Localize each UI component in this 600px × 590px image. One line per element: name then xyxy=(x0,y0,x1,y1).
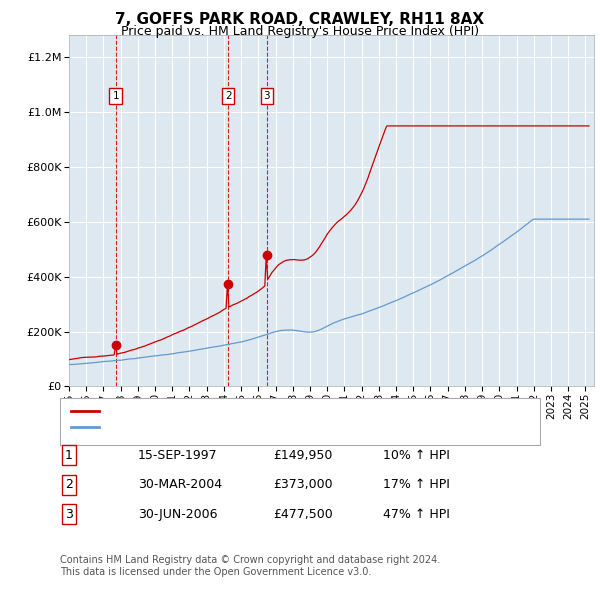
Text: 10% ↑ HPI: 10% ↑ HPI xyxy=(383,449,449,462)
Text: 3: 3 xyxy=(263,91,270,101)
Text: £149,950: £149,950 xyxy=(273,449,332,462)
Text: HPI: Average price, detached house, Crawley: HPI: Average price, detached house, Craw… xyxy=(105,422,356,431)
Text: 30-MAR-2004: 30-MAR-2004 xyxy=(138,478,222,491)
Text: £373,000: £373,000 xyxy=(273,478,332,491)
Text: 30-JUN-2006: 30-JUN-2006 xyxy=(138,508,218,521)
Text: Contains HM Land Registry data © Crown copyright and database right 2024.
This d: Contains HM Land Registry data © Crown c… xyxy=(60,555,440,577)
Text: 7, GOFFS PARK ROAD, CRAWLEY, RH11 8AX (detached house): 7, GOFFS PARK ROAD, CRAWLEY, RH11 8AX (d… xyxy=(105,407,449,416)
Text: 1: 1 xyxy=(112,91,119,101)
Text: 7, GOFFS PARK ROAD, CRAWLEY, RH11 8AX: 7, GOFFS PARK ROAD, CRAWLEY, RH11 8AX xyxy=(115,12,485,27)
Text: 2: 2 xyxy=(225,91,232,101)
Text: 2: 2 xyxy=(65,478,73,491)
Text: £477,500: £477,500 xyxy=(273,508,333,521)
Text: 3: 3 xyxy=(65,508,73,521)
Text: 1: 1 xyxy=(65,449,73,462)
Text: 15-SEP-1997: 15-SEP-1997 xyxy=(138,449,218,462)
Text: 17% ↑ HPI: 17% ↑ HPI xyxy=(383,478,449,491)
Text: Price paid vs. HM Land Registry's House Price Index (HPI): Price paid vs. HM Land Registry's House … xyxy=(121,25,479,38)
Text: 47% ↑ HPI: 47% ↑ HPI xyxy=(383,508,449,521)
